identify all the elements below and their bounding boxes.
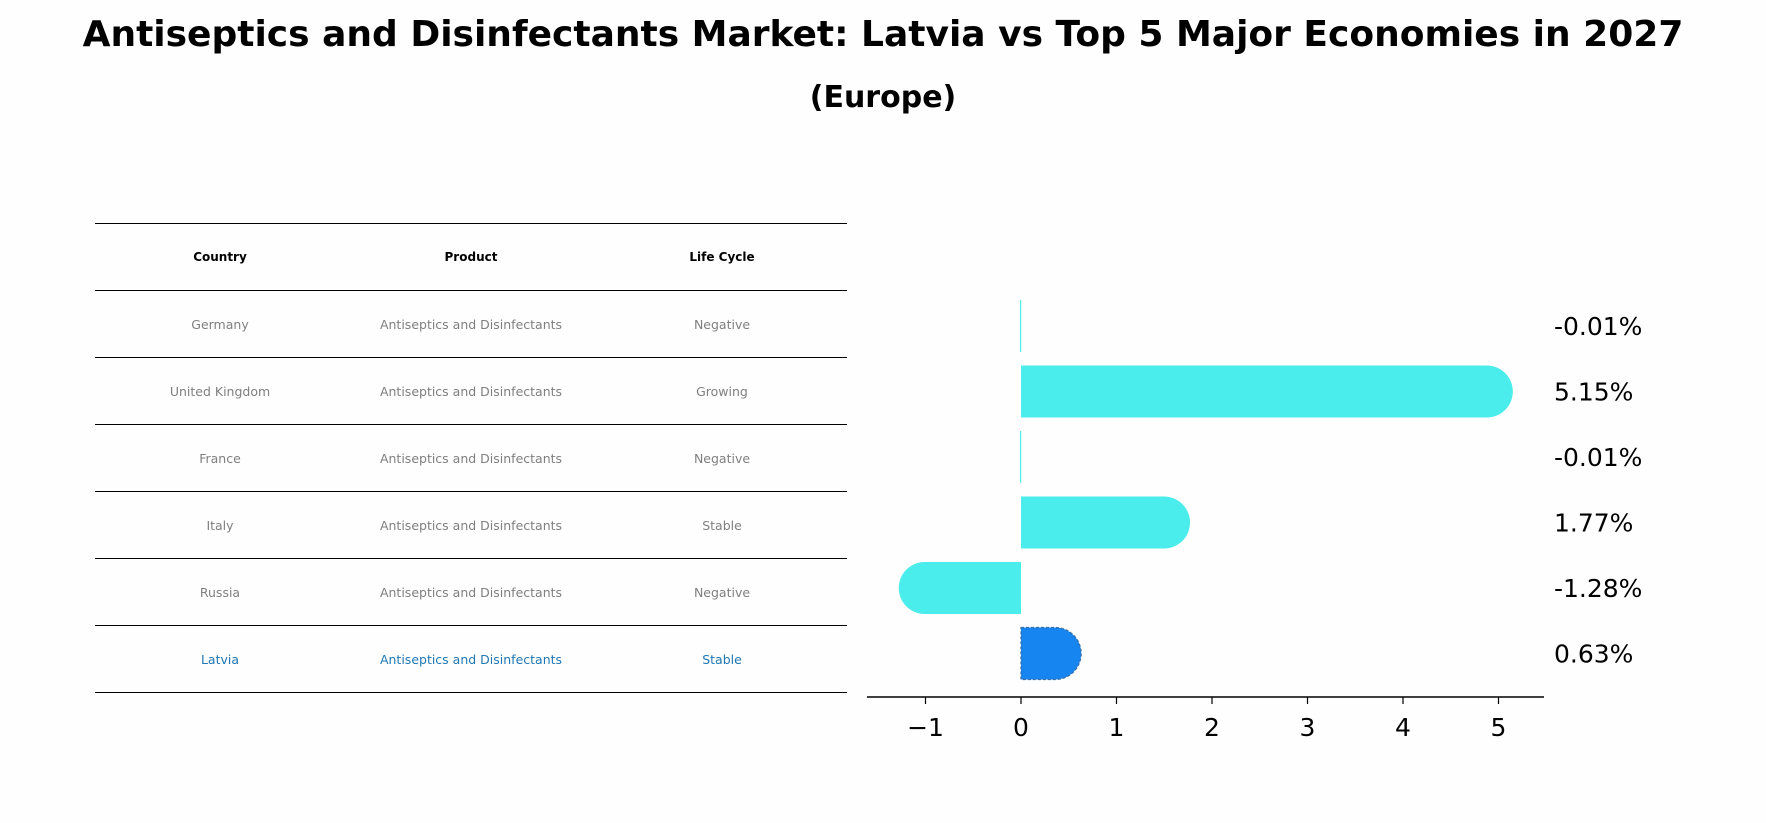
table-row: United Kingdom Antiseptics and Disinfect… (95, 357, 847, 424)
country-cell: Germany (191, 316, 249, 332)
column-header-life-cycle: Life Cycle (689, 250, 755, 264)
x-tick-label: 2 (1204, 713, 1220, 742)
column-header-product: Product (444, 250, 498, 264)
bar-germany (1020, 300, 1022, 352)
value-labels: -0.01% 5.15% -0.01% 1.77% -1.28% 0.63% (1554, 312, 1642, 669)
table-row: Italy Antiseptics and Disinfectants Stab… (95, 491, 847, 558)
x-axis-ticks: −1 0 1 2 3 4 5 (907, 697, 1506, 742)
data-table: Country Product Life Cycle Germany Antis… (95, 223, 847, 693)
bar-latvia (1020, 626, 1082, 681)
bar-russia (898, 562, 1021, 614)
value-label: 5.15% (1554, 378, 1633, 407)
life-cycle-cell: Negative (693, 450, 751, 466)
bar-france (1020, 431, 1022, 483)
value-label: 0.63% (1554, 640, 1633, 669)
table-row: Germany Antiseptics and Disinfectants Ne… (95, 290, 847, 357)
life-cycle-cell: Negative (693, 584, 751, 600)
column-header-country: Country (193, 250, 247, 264)
bar-united-kingdom (1021, 365, 1513, 418)
value-label: -0.01% (1554, 312, 1642, 341)
x-tick-label: 5 (1491, 713, 1507, 742)
bar-italy (1021, 496, 1191, 549)
country-cell: Italy (206, 517, 234, 533)
product-cell: Antiseptics and Disinfectants (379, 316, 563, 332)
value-label: -1.28% (1554, 574, 1642, 603)
x-tick-label: 1 (1109, 713, 1125, 742)
bars (898, 300, 1513, 681)
value-label: -0.01% (1554, 443, 1642, 472)
chart-title: Antiseptics and Disinfectants Market: La… (82, 14, 1684, 55)
life-cycle-cell: Stable (702, 651, 742, 667)
life-cycle-cell: Growing (696, 383, 748, 399)
life-cycle-cell: Negative (693, 316, 751, 332)
value-label: 1.77% (1554, 509, 1633, 538)
product-cell: Antiseptics and Disinfectants (379, 584, 563, 600)
country-cell: United Kingdom (169, 383, 271, 399)
country-cell: France (199, 450, 241, 466)
x-tick-label: 4 (1395, 713, 1411, 742)
table-row-highlight: Latvia Antiseptics and Disinfectants Sta… (95, 625, 847, 693)
table-header-row: Country Product Life Cycle (95, 223, 847, 290)
table-row: France Antiseptics and Disinfectants Neg… (95, 424, 847, 491)
life-cycle-cell: Stable (702, 517, 742, 533)
x-tick-label: −1 (907, 713, 944, 742)
product-cell: Antiseptics and Disinfectants (379, 651, 563, 667)
product-cell: Antiseptics and Disinfectants (379, 450, 563, 466)
chart-subtitle: (Europe) (809, 80, 957, 115)
country-cell: Russia (199, 584, 241, 600)
product-cell: Antiseptics and Disinfectants (379, 383, 563, 399)
x-tick-label: 3 (1300, 713, 1316, 742)
x-tick-label: 0 (1013, 713, 1029, 742)
product-cell: Antiseptics and Disinfectants (379, 517, 563, 533)
country-cell: Latvia (200, 651, 240, 667)
table-row: Russia Antiseptics and Disinfectants Neg… (95, 558, 847, 625)
